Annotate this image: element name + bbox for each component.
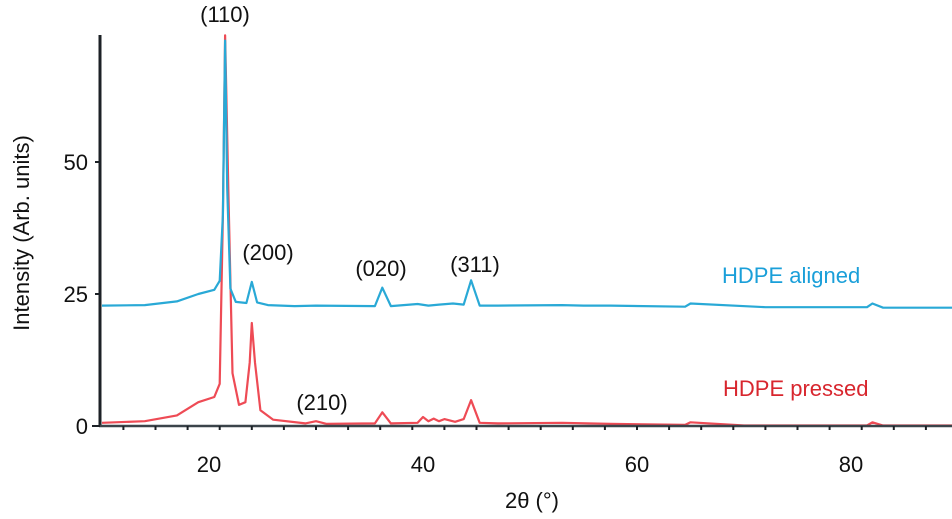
hdpe-aligned-curve — [101, 39, 952, 309]
x-tick-label-40: 40 — [411, 452, 435, 477]
peak-label-311: (311) — [450, 252, 500, 277]
y-tick-label-50: 50 — [64, 150, 88, 175]
x-minor-ticks — [122, 426, 927, 430]
peak-label-210: (210) — [296, 390, 347, 415]
series-label-pressed: HDPE pressed — [723, 376, 869, 401]
x-tick-label-80: 80 — [839, 452, 863, 477]
x-tick-label-20: 20 — [197, 452, 221, 477]
y-axis-title: Intensity (Arb. units) — [9, 135, 34, 331]
peak-label-200: (200) — [242, 240, 293, 265]
peak-label-020: (020) — [355, 256, 406, 281]
series-label-aligned: HDPE aligned — [722, 263, 860, 288]
y-tick-label-0: 0 — [76, 414, 88, 439]
hdpe-pressed-curve — [101, 34, 952, 427]
x-axis-title: 2θ (°) — [505, 488, 559, 513]
peak-label-110: (110) — [200, 2, 250, 27]
y-tick-label-25: 25 — [64, 282, 88, 307]
plot-area — [101, 34, 952, 427]
x-tick-label-60: 60 — [625, 452, 649, 477]
